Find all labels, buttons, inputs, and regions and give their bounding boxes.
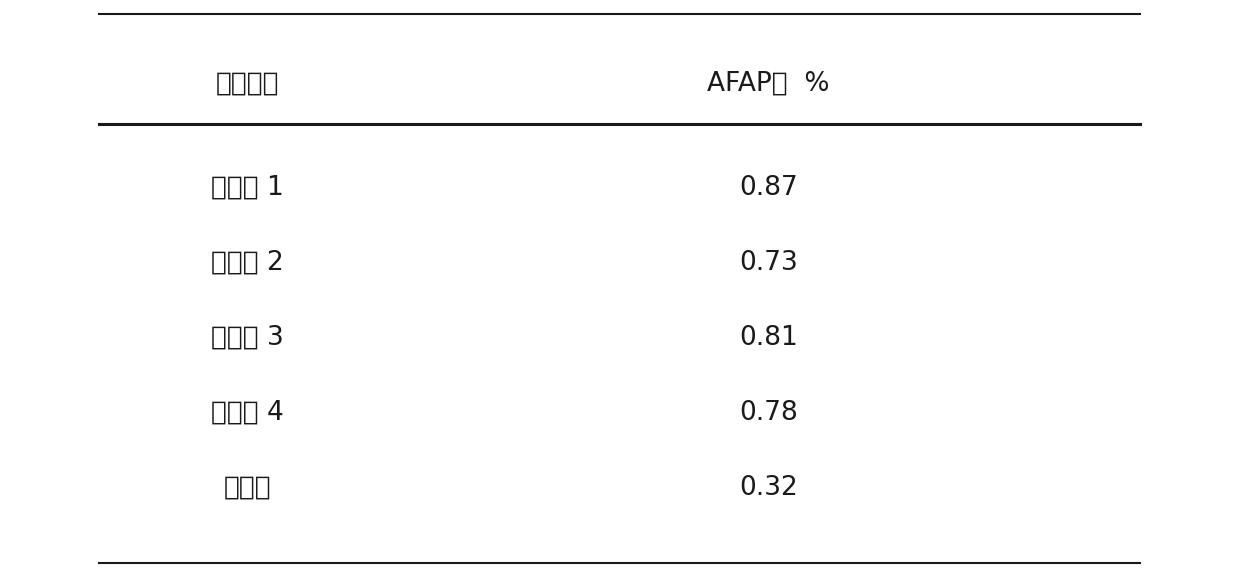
- Text: 实施例 4: 实施例 4: [212, 399, 284, 426]
- Text: AFAP，  %: AFAP， %: [707, 70, 829, 97]
- Text: 0.87: 0.87: [738, 174, 798, 201]
- Text: 实施例 1: 实施例 1: [212, 174, 284, 201]
- Text: 实施例 3: 实施例 3: [212, 324, 284, 351]
- Text: 对比例: 对比例: [224, 474, 271, 501]
- Text: 试样编号: 试样编号: [216, 70, 280, 97]
- Text: 0.73: 0.73: [738, 249, 798, 276]
- Text: 0.32: 0.32: [738, 474, 798, 501]
- Text: 0.81: 0.81: [738, 324, 798, 351]
- Text: 0.78: 0.78: [738, 399, 798, 426]
- Text: 实施例 2: 实施例 2: [212, 249, 284, 276]
